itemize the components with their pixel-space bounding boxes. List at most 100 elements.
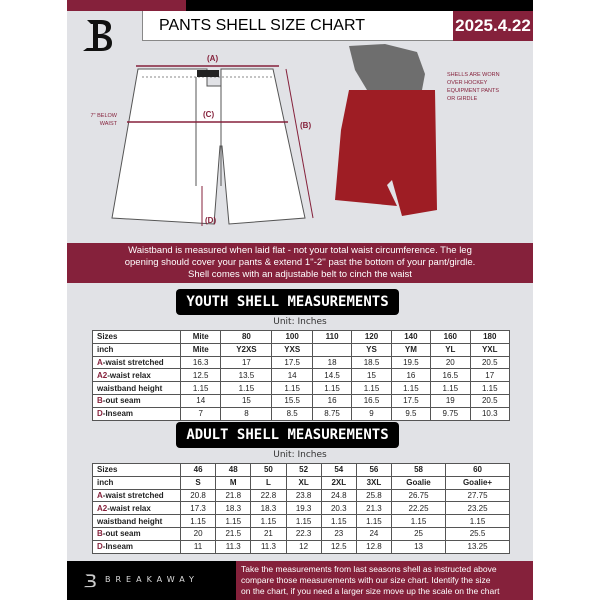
- table-cell: YXL: [469, 342, 511, 357]
- table-cell: 20.3: [320, 501, 357, 516]
- table-cell: M: [215, 475, 252, 490]
- table-cell: 22.8: [250, 488, 287, 503]
- table-cell: 9: [351, 406, 392, 421]
- row-label-text: -Inseam: [102, 409, 134, 419]
- table-cell: 3XL: [355, 475, 393, 490]
- footer-line: on the chart, if you need a larger size …: [241, 586, 500, 596]
- table-cell: 17.5: [390, 393, 432, 408]
- table-cell: 18.5: [351, 355, 392, 370]
- table-cell: 46: [179, 463, 217, 477]
- row-label-prefix: B: [97, 396, 103, 406]
- table-cell: Y2XS: [220, 342, 273, 357]
- row-label-text: -out seam: [102, 529, 141, 539]
- table-cell: 11.3: [250, 539, 287, 554]
- instruction-line: opening should cover your pants & extend…: [124, 257, 476, 268]
- table-cell: 14.5: [311, 368, 353, 383]
- table-cell: 17: [220, 355, 273, 370]
- worn-over-note: SHELLS ARE WORN OVER HOCKEY EQUIPMENT PANT…: [447, 71, 500, 103]
- note-line: OR GIRDLE: [447, 96, 478, 102]
- table-row: A-waist stretched 20.8 21.8 22.8 23.8 24.8 25.…: [92, 488, 510, 503]
- table-cell: 18.3: [215, 501, 252, 516]
- belt-buckle-icon: [197, 70, 219, 77]
- pants-diagram: (A) (C) (B) (D) 7'' BELOW WAIST SHELLS AR…: [67, 40, 533, 243]
- table-cell: 22.3: [285, 526, 322, 541]
- table-cell: 15.5: [271, 393, 313, 408]
- table-cell: Goalie: [391, 475, 447, 490]
- table-cell: 19.3: [285, 501, 322, 516]
- table-cell: 24: [355, 526, 393, 541]
- table-row: A2-waist relax 12.5 13.5 14 14.5 15 16 16.5 17: [92, 368, 511, 383]
- table-cell: 1.15: [179, 381, 222, 395]
- table-row: B-out seam 14 15 15.5 16 16.5 17.5 19 20.5: [92, 393, 511, 408]
- row-label: inch: [92, 475, 181, 490]
- table-cell: 23: [320, 526, 357, 541]
- row-label-text: Sizes: [97, 465, 118, 475]
- table-cell: 2XL: [320, 475, 357, 490]
- table-cell: 11: [179, 539, 217, 554]
- table-cell: 1.15: [445, 514, 510, 528]
- row-label-prefix: B: [97, 529, 103, 539]
- table-row: inch Mite Y2XS YXS YS YM YL YXL: [92, 342, 511, 357]
- table-cell: 12: [285, 539, 322, 554]
- table-cell: 17: [469, 368, 511, 383]
- table-cell: 17.3: [179, 501, 217, 516]
- table-row: Sizes 46 48 50 52 54 56 58 60: [92, 463, 510, 477]
- page-title: PANTS SHELL SIZE CHART: [142, 11, 453, 41]
- adult-section-title: ADULT SHELL MEASUREMENTS: [176, 422, 399, 448]
- footer-instructions: Take the measurements from last seasons …: [236, 561, 533, 600]
- table-cell: YM: [390, 342, 432, 357]
- table-cell: 16: [390, 368, 432, 383]
- row-label-text: inch: [97, 478, 114, 488]
- table-cell: 1.15: [469, 381, 511, 395]
- table-cell: 25: [391, 526, 447, 541]
- footer-line: Take the measurements from last seasons …: [241, 564, 497, 574]
- table-cell: 50: [250, 463, 287, 477]
- table-cell: 1.15: [311, 381, 353, 395]
- girdle-image: [349, 44, 425, 90]
- table-row: B-out seam 20 21.5 21 22.3 23 24 25 25.5: [92, 526, 510, 541]
- row-label-prefix: A2: [97, 370, 108, 380]
- red-shell-image: [335, 90, 437, 216]
- table-cell: 20.5: [469, 355, 511, 370]
- table-cell: 19.5: [390, 355, 432, 370]
- table-cell: 21.3: [355, 501, 393, 516]
- row-label-text: waistband height: [97, 516, 163, 526]
- below-waist-note: 7'' BELOW WAIST: [75, 112, 117, 128]
- table-row: D-Inseam 11 11.3 11.3 12 12.5 12.8 13 13.25: [92, 539, 510, 554]
- row-label: B-out seam: [92, 526, 181, 541]
- table-row: waistband height 1.15 1.15 1.15 1.15 1.15 1.15…: [92, 514, 510, 528]
- table-cell: 8: [220, 406, 273, 421]
- row-label: B-out seam: [92, 393, 181, 408]
- table-cell: S: [179, 475, 217, 490]
- table-cell: 17.5: [271, 355, 313, 370]
- table-row: A2-waist relax 17.3 18.3 18.3 19.3 20.3 21.3 22…: [92, 501, 510, 516]
- table-cell: 23.25: [445, 501, 510, 516]
- table-cell: 23.8: [285, 488, 322, 503]
- table-cell: 54: [320, 463, 357, 477]
- row-label-text: -Inseam: [102, 542, 134, 552]
- row-label-prefix: D: [97, 409, 103, 419]
- table-cell: 1.15: [271, 381, 313, 395]
- table-cell: 14: [179, 393, 222, 408]
- instruction-line: Shell comes with an adjustable belt to c…: [188, 269, 412, 280]
- youth-section-title: YOUTH SHELL MEASUREMENTS: [176, 289, 399, 315]
- size-chart-page: PANTS SHELL SIZE CHART 2025.4.22 (A) (C)…: [67, 0, 533, 600]
- row-label: A2-waist relax: [92, 501, 181, 516]
- row-label: A2-waist relax: [92, 368, 181, 383]
- footer-line: compare those measurements with our size…: [241, 575, 491, 585]
- breakaway-logo: [83, 20, 112, 51]
- measuring-instructions: Waistband is measured when laid flat - n…: [67, 243, 533, 283]
- table-cell: 1.15: [390, 381, 432, 395]
- table-cell: 22.25: [391, 501, 447, 516]
- table-cell: 160: [430, 330, 471, 344]
- row-label-text: -waist relax: [107, 503, 151, 513]
- row-label: D-Inseam: [92, 539, 181, 554]
- table-cell: 1.15: [220, 381, 273, 395]
- row-label-text: -waist stretched: [102, 490, 164, 500]
- row-label-text: -waist relax: [107, 370, 151, 380]
- note-line: OVER HOCKEY: [447, 80, 488, 86]
- note-line: EQUIPMENT PANTS: [447, 88, 500, 94]
- label-b: (B): [300, 121, 312, 130]
- row-label: A-waist stretched: [92, 488, 181, 503]
- row-label-text: -waist stretched: [102, 357, 164, 367]
